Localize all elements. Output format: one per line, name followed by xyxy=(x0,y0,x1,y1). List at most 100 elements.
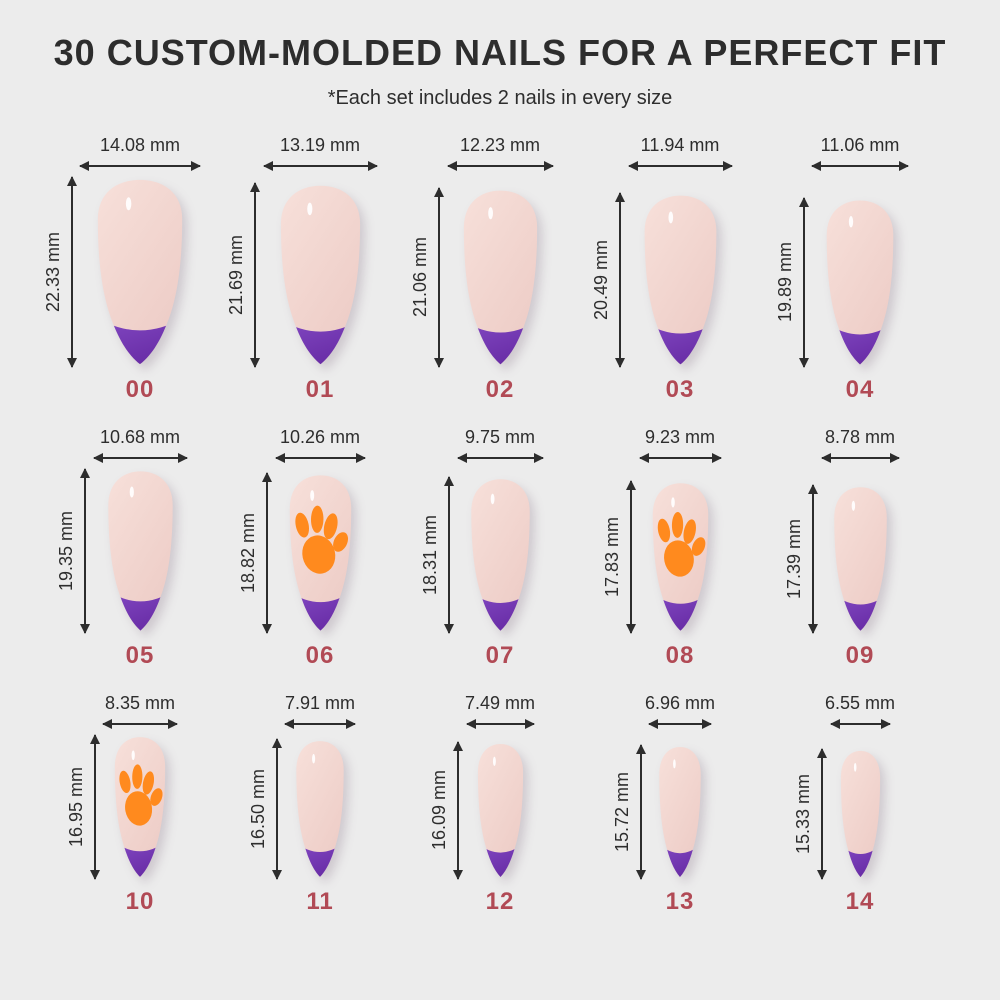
nail-cell: 8.35 mm 10 16.95 mm xyxy=(50,692,230,916)
nail-cell: 9.23 mm 08 17.83 mm xyxy=(590,426,770,670)
nail-row: 8.35 mm 10 16.95 mm 7.91 mm xyxy=(0,692,1000,916)
size-number: 14 xyxy=(845,888,875,915)
gloss-highlight xyxy=(129,486,134,498)
width-arrow xyxy=(811,161,909,171)
nail-image xyxy=(659,746,701,878)
size-number: 07 xyxy=(485,642,515,669)
height-measure: 21.06 mm xyxy=(410,187,444,368)
nail-body xyxy=(280,185,360,365)
height-label: 15.33 mm xyxy=(793,773,813,855)
nail-cell: 11.06 mm 04 19.89 mm xyxy=(770,134,950,404)
size-number: 11 xyxy=(306,888,334,915)
nail-body xyxy=(826,200,894,365)
nail-body xyxy=(477,744,523,877)
nail-image xyxy=(296,741,344,877)
nail-body xyxy=(659,746,701,878)
nail-body xyxy=(470,479,530,631)
nail-row: 14.08 mm 00 22.33 mm 13.19 mm xyxy=(0,134,1000,404)
width-arrow xyxy=(820,453,900,463)
size-number: 02 xyxy=(485,376,515,403)
nail-body xyxy=(833,487,887,631)
nail-image xyxy=(470,479,530,631)
height-arrow xyxy=(615,192,625,368)
nail-cell: 8.78 mm 09 17.39 mm xyxy=(770,426,950,670)
size-number: 08 xyxy=(665,642,695,669)
size-number: 10 xyxy=(125,888,155,915)
nail-cell: 10.26 mm 06 18.82 mm xyxy=(230,426,410,670)
width-arrow xyxy=(446,161,554,171)
height-measure: 17.39 mm xyxy=(784,484,818,634)
nail-image xyxy=(107,471,173,631)
height-arrow xyxy=(80,468,90,634)
height-arrow xyxy=(90,734,100,880)
nail-body xyxy=(97,179,183,365)
size-number: 13 xyxy=(665,888,695,915)
width-arrow xyxy=(274,453,366,463)
width-arrow xyxy=(262,161,378,171)
width-arrow xyxy=(284,719,356,729)
width-arrow xyxy=(102,719,178,729)
height-arrow xyxy=(272,738,282,880)
height-arrow xyxy=(262,472,272,634)
height-label: 15.72 mm xyxy=(612,771,632,853)
nail-image xyxy=(114,737,166,877)
nail-cell: 6.96 mm 13 15.72 mm xyxy=(590,692,770,916)
width-arrow xyxy=(627,161,733,171)
width-arrow xyxy=(638,453,722,463)
page-title: 30 CUSTOM-MOLDED NAILS FOR A PERFECT FIT xyxy=(53,32,947,73)
gloss-highlight xyxy=(490,493,494,505)
gloss-highlight xyxy=(670,497,675,508)
height-label: 21.06 mm xyxy=(410,237,430,318)
width-label: 10.26 mm xyxy=(279,427,361,447)
width-label: 6.96 mm xyxy=(644,693,716,713)
width-label: 9.75 mm xyxy=(464,427,536,447)
width-arrow xyxy=(79,161,201,171)
width-label: 11.94 mm xyxy=(640,135,720,155)
nail-image xyxy=(826,200,894,365)
size-number: 00 xyxy=(125,376,155,403)
nail-image xyxy=(289,475,351,631)
width-arrow xyxy=(648,719,712,729)
height-label: 17.39 mm xyxy=(784,518,804,600)
nail-body xyxy=(644,195,716,365)
nail-body xyxy=(107,471,173,631)
height-measure: 19.35 mm xyxy=(56,468,90,634)
gloss-highlight xyxy=(487,207,493,220)
nail-image xyxy=(840,750,880,878)
height-label: 16.09 mm xyxy=(429,770,449,851)
size-number: 09 xyxy=(845,642,875,669)
height-label: 21.69 mm xyxy=(226,234,246,316)
nail-cell: 7.91 mm 11 16.50 mm xyxy=(230,692,410,916)
height-label: 22.33 mm xyxy=(43,231,63,313)
width-label: 6.55 mm xyxy=(824,693,896,713)
nail-cell: 11.94 mm 03 20.49 mm xyxy=(590,134,770,404)
width-arrow xyxy=(92,453,188,463)
page-header: 30 CUSTOM-MOLDED NAILS FOR A PERFECT FIT… xyxy=(0,32,1000,110)
height-measure: 20.49 mm xyxy=(591,192,625,368)
height-arrow xyxy=(626,480,636,634)
nail-body xyxy=(840,750,880,878)
gloss-highlight xyxy=(848,216,854,228)
size-number: 12 xyxy=(485,888,515,915)
height-arrow xyxy=(434,187,444,368)
height-measure: 15.33 mm xyxy=(793,748,827,880)
width-label: 12.23 mm xyxy=(459,135,541,155)
page-subtitle: *Each set includes 2 nails in every size xyxy=(327,87,673,109)
size-number: 06 xyxy=(305,642,335,669)
width-label: 9.23 mm xyxy=(644,427,716,447)
height-measure: 16.95 mm xyxy=(66,734,100,880)
size-number: 04 xyxy=(845,376,875,403)
nail-row: 10.68 mm 05 19.35 mm 10.26 mm xyxy=(0,426,1000,670)
height-measure: 22.33 mm xyxy=(43,176,77,368)
nail-image xyxy=(97,179,183,365)
width-label: 7.49 mm xyxy=(464,693,536,713)
gloss-highlight xyxy=(492,756,496,766)
width-label: 14.08 mm xyxy=(99,135,181,155)
gloss-highlight xyxy=(125,197,132,211)
height-measure: 19.89 mm xyxy=(775,197,809,368)
height-arrow xyxy=(799,197,809,368)
nail-cell: 6.55 mm 14 15.33 mm xyxy=(770,692,950,916)
nail-cell: 9.75 mm 07 18.31 mm xyxy=(410,426,590,670)
width-arrow xyxy=(829,719,891,729)
